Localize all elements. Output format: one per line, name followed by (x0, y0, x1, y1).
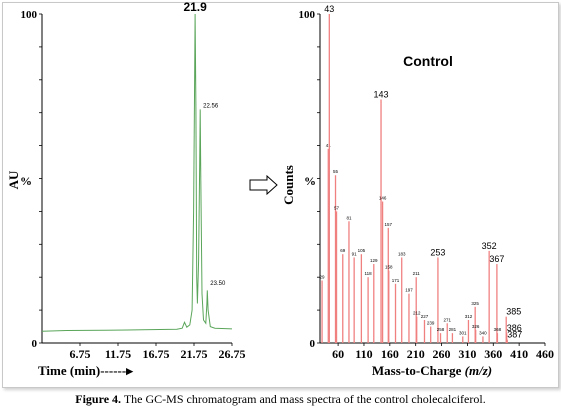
chrom-peak-label: 23.50 (210, 281, 226, 287)
ms-peak-label: 211 (413, 271, 421, 276)
ms-peak-label: 340 (479, 330, 487, 335)
figure-caption: Figure 4. The GC-MS chromatogram and mas… (0, 392, 561, 407)
chrom-peak-label: 22.56 (203, 103, 219, 109)
ms-peak-label: 29 (320, 274, 326, 279)
ms-y-tick-label: 0 (310, 338, 316, 350)
chrom-peak-label: 21.9 (183, 0, 207, 14)
ms-x-label-text: Mass-to-Charge (372, 363, 465, 378)
ms-y-tick-label: 100 (299, 9, 316, 21)
ms-peak-label: 301 (459, 330, 467, 335)
ms-peak-label: 105 (358, 248, 366, 253)
ms-peak-label: 368 (494, 327, 502, 332)
ms-peak-label: 325 (471, 301, 479, 306)
ms-x-tick-label: 210 (407, 347, 425, 361)
ms-x-label-unit: (m/z) (465, 363, 492, 378)
chromatogram-panel: 6.75 11.75 16.75 21.75 26.75 100 0%AU Time (min… (6, 0, 246, 378)
ms-peak-label: 171 (392, 278, 400, 283)
ms-peak-label: 352 (482, 241, 497, 251)
chrom-x-tick-label: 21.75 (181, 347, 208, 361)
ms-x-label: Mass-to-Charge (m/z) (372, 363, 492, 378)
ms-peak-label: 69 (340, 248, 346, 253)
ms-peak-label: 157 (385, 222, 393, 227)
mass-spectrum-panel: 60 110 160 210 260 310 360 410 460 100 0% Counts Mas… (281, 4, 554, 378)
ms-x-tick-label: 410 (510, 347, 528, 361)
chrom-y-tick-label: 100 (21, 9, 38, 21)
ms-peak-label: 253 (430, 247, 445, 257)
ms-peak-label: 385 (506, 307, 521, 317)
chrom-y-tick-label: 0 (32, 338, 38, 350)
ms-peak-label: 146 (379, 196, 387, 201)
ms-peak-label: 386 (507, 323, 522, 333)
ms-peak-label: 129 (370, 258, 378, 263)
ms-peak-label: 326 (472, 324, 480, 329)
ms-title: Control (403, 53, 453, 69)
ms-peak-label: 158 (385, 265, 393, 270)
figure-caption-text: The GC-MS chromatogram and mass spectra … (121, 392, 486, 406)
ms-y-unit: % (304, 174, 316, 188)
ms-peak-label: 367 (489, 254, 504, 264)
ms-x-tick-label: 460 (536, 347, 554, 361)
chrom-x-tick-label: 11.75 (105, 347, 131, 361)
ms-peak-label: 41 (326, 143, 332, 148)
chrom-x-label: Time (min)------▸ (38, 363, 134, 378)
ms-x-tick-label: 160 (381, 347, 399, 361)
ms-peak-label: 239 (427, 321, 435, 326)
figure-frame (2, 2, 559, 388)
ms-peak-label: 81 (346, 215, 352, 220)
ms-peak-label: 312 (465, 314, 473, 319)
chrom-y-unit: % (20, 174, 32, 188)
ms-peak-label: 281 (449, 327, 457, 332)
figure-caption-label: Figure 4. (75, 392, 122, 406)
ms-peak-label: 212 (413, 311, 421, 316)
arrow-icon (249, 174, 278, 196)
ms-peak-label: 258 (437, 327, 445, 332)
ms-x-tick-label: 60 (332, 347, 344, 361)
ms-peak-label: 183 (398, 251, 406, 256)
ms-peak-label: 43 (324, 4, 334, 14)
ms-peak-label: 143 (374, 90, 389, 100)
ms-x-tick-label: 310 (458, 347, 476, 361)
ms-x-tick-label: 110 (355, 347, 372, 361)
ms-peak-label: 271 (443, 317, 451, 322)
ms-peak-label: 118 (365, 271, 373, 276)
ms-y-label: Counts (281, 165, 296, 205)
ms-peak-label: 197 (405, 288, 413, 293)
chrom-y-label: AU (6, 170, 21, 189)
ms-peak-label: 91 (352, 251, 358, 256)
chrom-trace (41, 13, 233, 332)
ms-peak-label: 387 (507, 330, 522, 340)
chrom-x-tick-label: 16.75 (143, 347, 170, 361)
ms-peak-label: 55 (333, 169, 339, 174)
ms-x-tick-label: 260 (433, 347, 451, 361)
ms-peak-label: 227 (421, 314, 429, 319)
chrom-x-tick-label: 26.75 (219, 347, 246, 361)
ms-x-tick-label: 360 (484, 347, 502, 361)
ms-peak-label: 57 (334, 205, 340, 210)
chrom-x-tick-label: 6.75 (70, 347, 91, 361)
